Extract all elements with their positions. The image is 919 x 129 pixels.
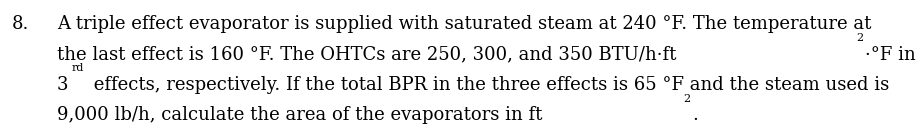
Text: 2: 2 bbox=[683, 94, 689, 104]
Text: 8.: 8. bbox=[12, 15, 29, 34]
Text: 2: 2 bbox=[856, 33, 862, 43]
Text: effects, respectively. If the total BPR in the three effects is 65 °F and the st: effects, respectively. If the total BPR … bbox=[87, 76, 888, 94]
Text: 9,000 lb/h, calculate the area of the evaporators in ft: 9,000 lb/h, calculate the area of the ev… bbox=[57, 106, 542, 124]
Text: .: . bbox=[692, 106, 698, 124]
Text: rd: rd bbox=[72, 63, 85, 73]
Text: ·°F in the 1: ·°F in the 1 bbox=[865, 46, 919, 64]
Text: 3: 3 bbox=[57, 76, 69, 94]
Text: A triple effect evaporator is supplied with saturated steam at 240 °F. The tempe: A triple effect evaporator is supplied w… bbox=[57, 15, 870, 34]
Text: the last effect is 160 °F. The OHTCs are 250, 300, and 350 BTU/h·ft: the last effect is 160 °F. The OHTCs are… bbox=[57, 46, 675, 64]
